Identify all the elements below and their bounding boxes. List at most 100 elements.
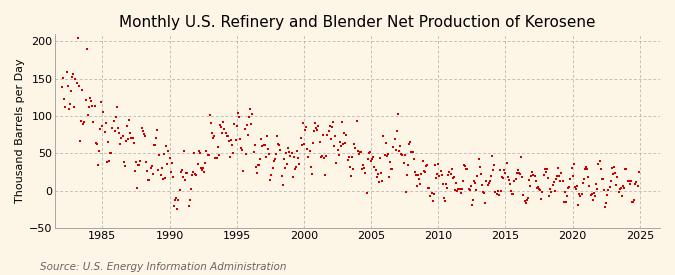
Point: [206, 121, 217, 125]
Point: [439, 198, 450, 203]
Point: [576, 192, 587, 197]
Point: [450, 188, 460, 192]
Point: [422, 163, 433, 167]
Point: [573, 202, 584, 207]
Point: [560, 190, 570, 194]
Point: [456, 187, 467, 191]
Point: [497, 175, 508, 179]
Point: [593, 162, 604, 166]
Point: [151, 135, 161, 140]
Point: [458, 163, 469, 167]
Point: [117, 134, 128, 139]
Point: [142, 169, 153, 173]
Point: [182, 170, 193, 175]
Point: [314, 140, 325, 144]
Point: [609, 165, 620, 169]
Point: [57, 85, 68, 89]
Point: [368, 155, 379, 159]
Point: [516, 155, 526, 159]
Point: [166, 161, 177, 165]
Point: [238, 169, 249, 173]
Point: [490, 189, 501, 194]
Point: [381, 154, 392, 158]
Point: [205, 113, 215, 118]
Point: [325, 137, 336, 141]
Point: [619, 186, 630, 190]
Point: [599, 188, 610, 192]
Point: [454, 187, 465, 191]
Point: [150, 143, 161, 148]
Point: [247, 112, 258, 116]
Point: [510, 177, 521, 182]
Point: [61, 70, 72, 74]
Point: [259, 142, 269, 147]
Point: [242, 133, 253, 137]
Point: [545, 187, 556, 192]
Point: [633, 170, 644, 174]
Point: [67, 75, 78, 79]
Point: [283, 145, 294, 150]
Point: [300, 128, 310, 132]
Point: [568, 161, 579, 166]
Point: [500, 171, 511, 175]
Point: [398, 161, 409, 166]
Point: [498, 176, 509, 180]
Point: [265, 178, 275, 182]
Point: [319, 155, 329, 160]
Point: [240, 152, 251, 156]
Point: [288, 155, 299, 159]
Point: [331, 161, 342, 165]
Point: [488, 168, 499, 172]
Point: [566, 166, 577, 171]
Point: [400, 190, 411, 194]
Point: [218, 120, 229, 124]
Point: [109, 128, 120, 133]
Point: [219, 127, 230, 132]
Point: [276, 174, 287, 179]
Point: [333, 153, 344, 158]
Point: [188, 169, 198, 174]
Point: [436, 173, 447, 177]
Point: [524, 183, 535, 188]
Point: [400, 153, 410, 157]
Point: [417, 159, 428, 163]
Point: [312, 128, 323, 133]
Point: [337, 120, 348, 124]
Point: [105, 151, 115, 155]
Point: [186, 186, 196, 191]
Point: [358, 163, 369, 167]
Point: [423, 186, 433, 191]
Point: [248, 150, 259, 154]
Point: [587, 198, 598, 203]
Point: [202, 153, 213, 157]
Point: [529, 174, 540, 178]
Point: [397, 153, 408, 157]
Point: [146, 164, 157, 168]
Point: [409, 170, 420, 174]
Point: [266, 173, 277, 177]
Point: [522, 196, 533, 200]
Point: [70, 77, 81, 82]
Point: [373, 180, 384, 185]
Point: [291, 165, 302, 169]
Point: [482, 183, 493, 188]
Point: [538, 172, 549, 177]
Point: [335, 144, 346, 148]
Point: [582, 167, 593, 171]
Point: [327, 120, 338, 125]
Point: [119, 163, 130, 168]
Point: [548, 180, 559, 185]
Point: [81, 46, 92, 51]
Point: [69, 105, 80, 109]
Point: [184, 197, 195, 202]
Point: [606, 166, 617, 170]
Point: [298, 142, 309, 146]
Point: [281, 162, 292, 166]
Point: [495, 188, 506, 193]
Point: [461, 167, 472, 172]
Point: [616, 193, 627, 198]
Point: [252, 163, 263, 167]
Point: [483, 181, 494, 185]
Point: [375, 156, 385, 161]
Point: [478, 189, 489, 194]
